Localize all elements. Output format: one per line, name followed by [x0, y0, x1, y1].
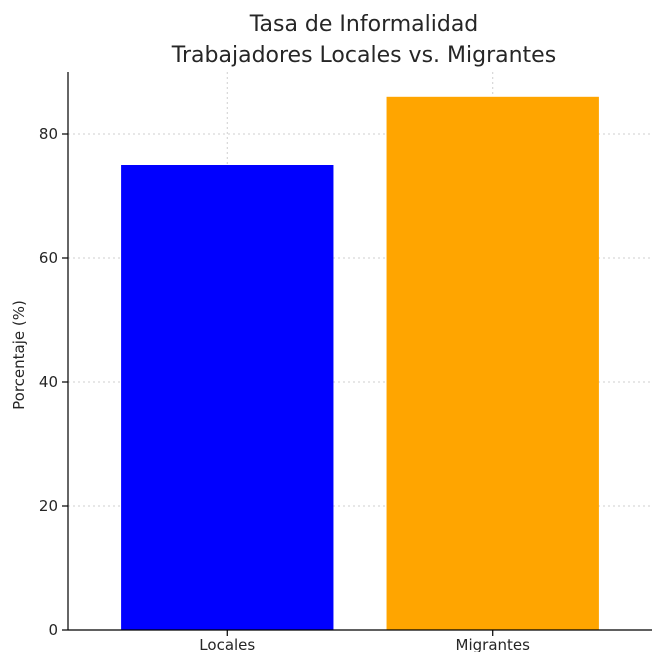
y-axis-label: Porcentaje (%): [10, 300, 28, 410]
x-tick-label: Locales: [199, 636, 255, 652]
chart-title-line-1: Tasa de Informalidad: [249, 12, 479, 37]
x-tick-label: Migrantes: [456, 636, 531, 652]
axes-layer: [67, 72, 652, 631]
y-tick-label: 20: [39, 497, 58, 515]
bar-locales: [121, 165, 334, 630]
chart-title-line-2: Trabajadores Locales vs. Migrantes: [171, 43, 556, 68]
x-ticks-layer: Locales Migrantes: [199, 630, 530, 652]
bars-layer: [121, 96, 599, 631]
y-tick-label: 60: [39, 249, 58, 267]
y-tick-label: 80: [39, 125, 58, 143]
bar-migrantes: [386, 96, 599, 631]
y-tick-label: 0: [48, 621, 58, 639]
y-ticks-layer: 0 20 40 60 80: [39, 125, 68, 639]
y-tick-label: 40: [39, 373, 58, 391]
